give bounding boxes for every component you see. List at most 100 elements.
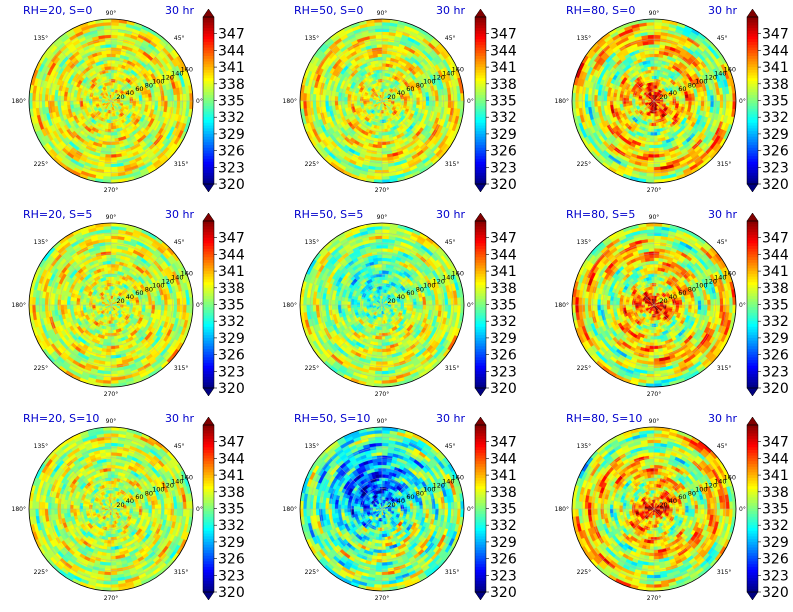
field-cell	[682, 97, 686, 102]
field-cell	[167, 94, 172, 102]
field-cell	[35, 93, 39, 102]
field-cell	[406, 98, 411, 102]
field-cell	[110, 151, 117, 155]
field-cell	[648, 125, 652, 130]
field-cell	[157, 100, 162, 107]
field-cell	[132, 102, 137, 107]
colorbar-segment	[203, 145, 214, 149]
field-cell	[381, 31, 389, 36]
field-cell	[450, 93, 455, 102]
field-cell	[378, 66, 383, 70]
field-cell	[600, 95, 604, 102]
colorbar-extend-max	[202, 8, 215, 18]
field-cell	[650, 62, 655, 67]
field-cell	[381, 138, 387, 143]
field-cell	[103, 173, 112, 177]
field-cell	[700, 95, 705, 102]
colorbar-tick-label: 323	[490, 160, 517, 176]
field-cell	[381, 28, 390, 33]
colorbar-segment	[203, 106, 214, 110]
colorbar-segment	[203, 128, 214, 132]
angle-tick-label: 315°	[174, 161, 188, 168]
field-cell	[54, 100, 58, 107]
colorbar-segment	[475, 72, 486, 76]
field-cell	[110, 34, 118, 39]
field-cell	[63, 96, 68, 102]
field-cell	[381, 154, 388, 158]
field-cell	[110, 44, 117, 48]
field-cell	[379, 122, 383, 127]
field-cell	[41, 100, 46, 108]
field-cell	[694, 96, 699, 102]
colorbar-segment	[475, 92, 486, 96]
field-cell	[107, 135, 112, 140]
polar-grid	[299, 18, 465, 184]
field-cell	[403, 102, 408, 107]
field-cell	[653, 166, 661, 171]
field-cell	[376, 154, 383, 158]
field-cell	[374, 176, 383, 181]
field-cell	[606, 96, 611, 102]
field-cell	[110, 47, 117, 51]
field-cell	[381, 53, 387, 58]
colorbar-segment	[475, 164, 486, 168]
field-cell	[625, 100, 630, 104]
field-cell	[422, 100, 427, 106]
field-cell	[419, 96, 424, 102]
field-cell	[104, 157, 112, 162]
colorbar-segment	[475, 133, 486, 138]
field-cell	[164, 100, 168, 107]
field-cell	[374, 173, 383, 177]
field-cell	[378, 129, 383, 133]
colorbar-segment	[203, 164, 214, 168]
angle-tick-label: 90°	[377, 10, 388, 17]
field-cell	[110, 50, 117, 55]
field-cell	[110, 138, 116, 143]
field-cell	[375, 163, 383, 168]
colorbar-segment	[475, 145, 486, 149]
field-cell	[416, 97, 421, 102]
field-cell	[44, 94, 49, 102]
field-cell	[135, 103, 140, 107]
radial-tick-label: 20	[116, 93, 124, 101]
field-cell	[302, 100, 307, 109]
colorbar-segment	[203, 83, 214, 87]
colorbar-segment	[475, 39, 486, 43]
field-cell	[110, 62, 115, 67]
angle-tick-label: 225°	[34, 161, 48, 168]
colorbar-segment	[203, 150, 214, 154]
field-cell	[328, 95, 332, 102]
field-cell	[381, 72, 385, 77]
field-cell	[647, 31, 655, 36]
field-cell	[103, 28, 112, 33]
field-cell	[381, 141, 387, 146]
field-cell	[104, 163, 112, 168]
field-cell	[381, 147, 388, 152]
field-cell	[403, 100, 408, 104]
field-cell	[648, 47, 655, 51]
colorbar-segment	[475, 55, 486, 60]
field-cell	[685, 100, 689, 105]
panel-time-label: 30 hr	[436, 4, 465, 17]
angle-tick-label: 315°	[445, 161, 459, 168]
field-cell	[648, 151, 655, 155]
field-cell	[587, 94, 592, 102]
field-cell	[653, 157, 661, 162]
field-cell	[655, 75, 660, 80]
colorbar-segment	[203, 39, 214, 43]
field-cell	[410, 100, 414, 105]
field-cell	[381, 166, 389, 171]
colorbar-segment	[475, 53, 486, 57]
colorbar-segment	[203, 50, 214, 54]
field-cell	[653, 56, 659, 61]
field-cell	[678, 103, 683, 107]
field-cell	[584, 94, 589, 102]
field-cell	[609, 96, 614, 102]
field-cell	[50, 100, 55, 108]
field-cell	[60, 100, 65, 107]
field-cell	[381, 81, 385, 86]
field-cell	[106, 59, 112, 64]
